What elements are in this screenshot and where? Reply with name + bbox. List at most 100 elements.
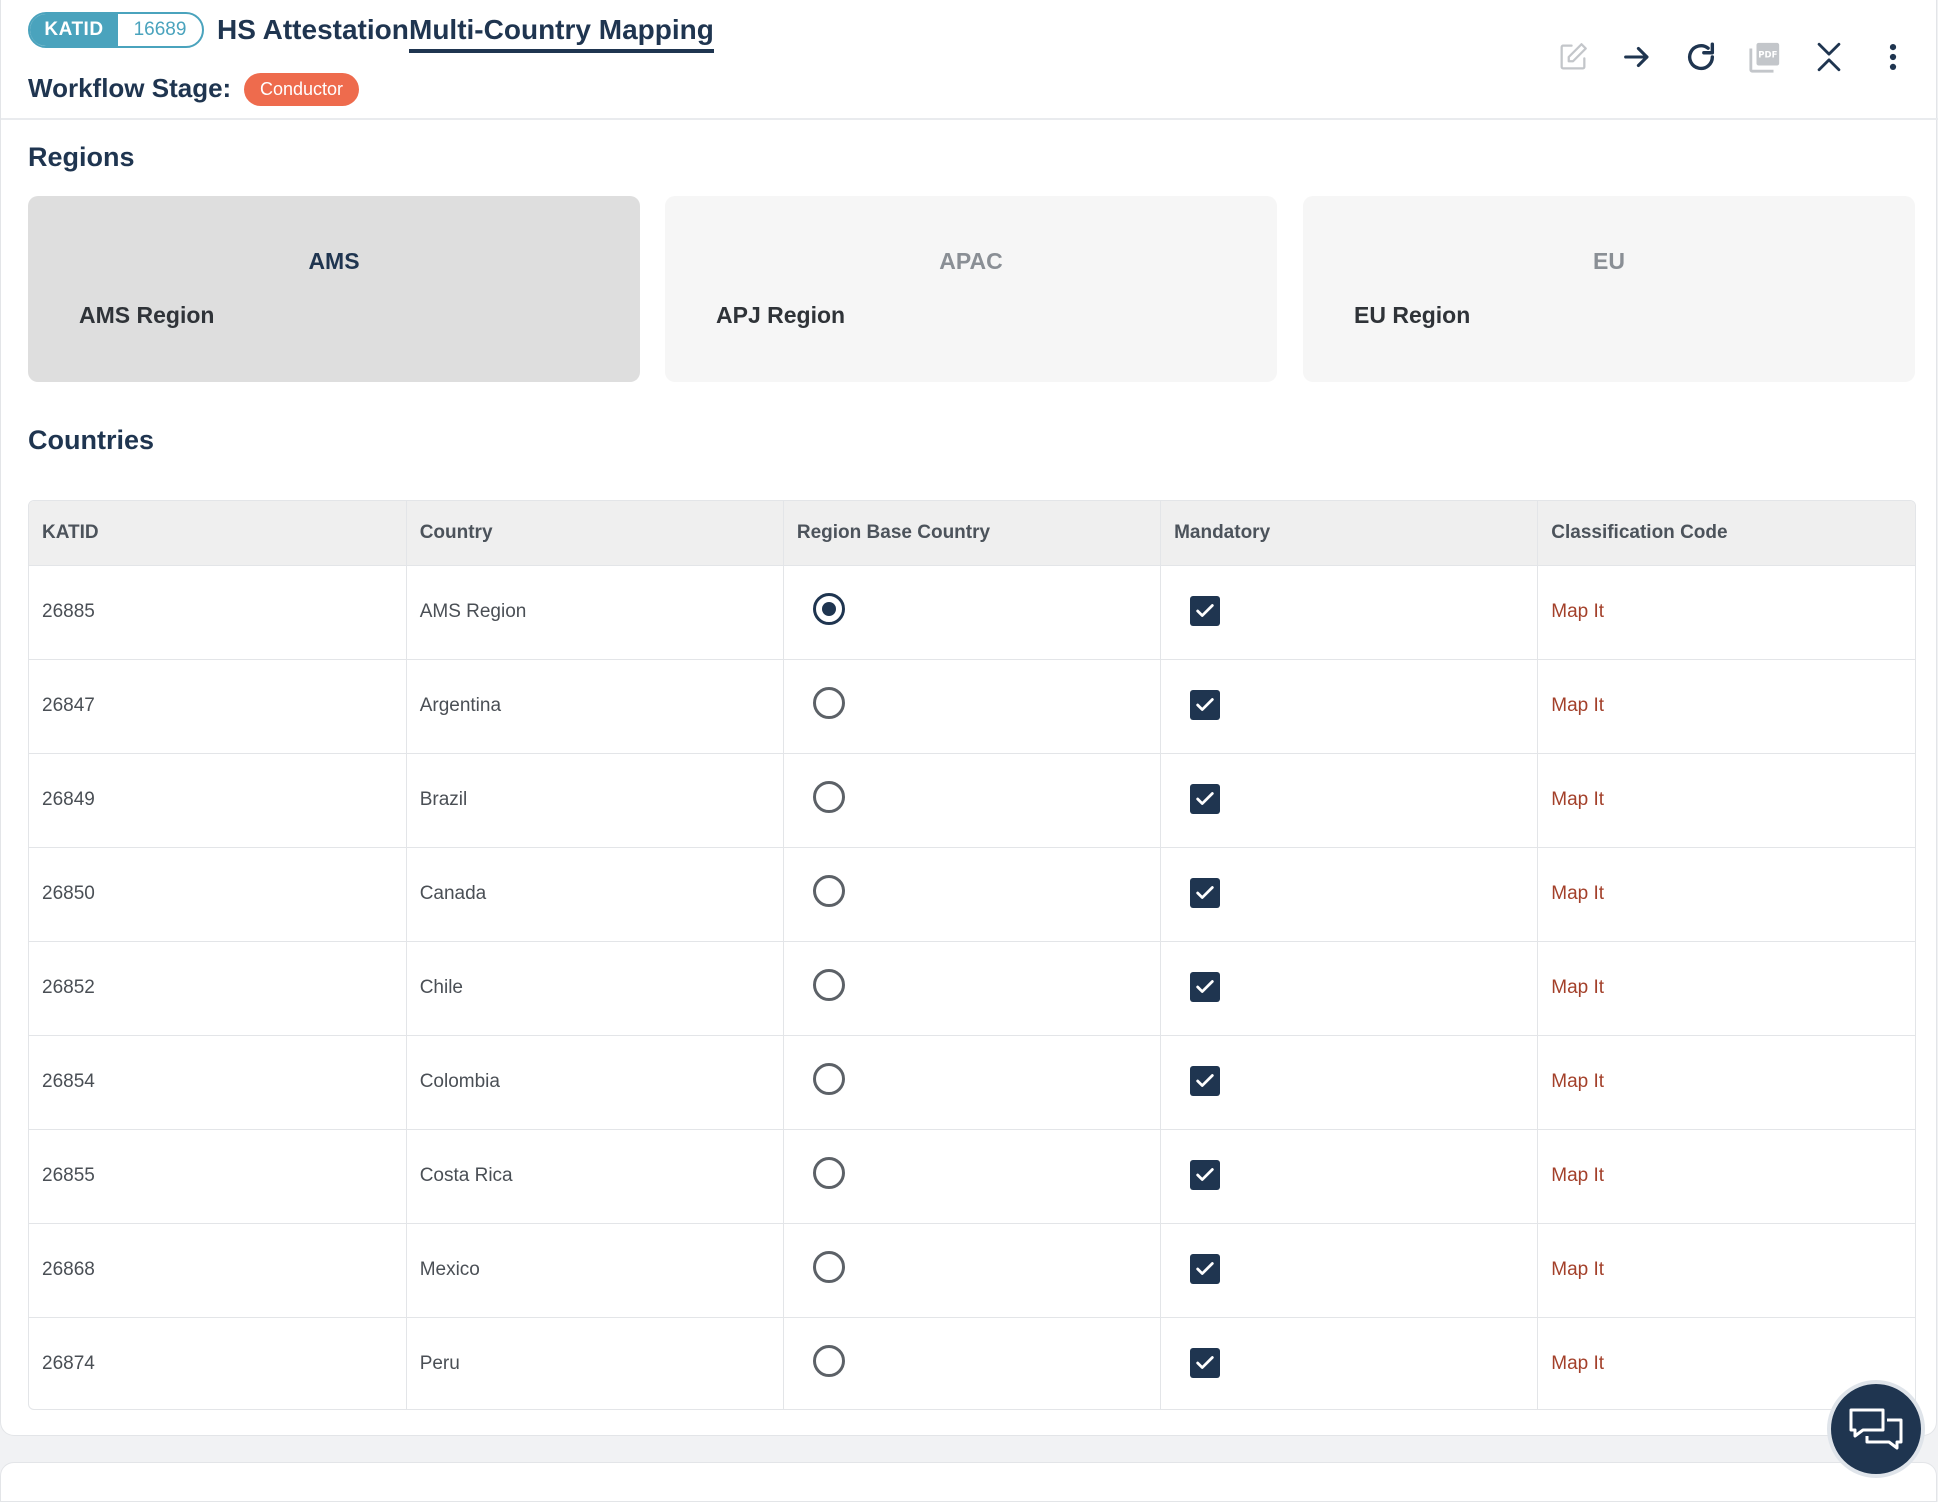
checkmark-icon bbox=[1196, 792, 1214, 805]
toolbar: PDF bbox=[1554, 38, 1912, 76]
cell-country: Mexico bbox=[406, 1223, 784, 1318]
katid-badge-value: 16689 bbox=[133, 19, 187, 40]
region-card-eu[interactable]: EU EU Region bbox=[1303, 196, 1915, 382]
refresh-icon[interactable] bbox=[1682, 38, 1720, 76]
region-name: EU Region bbox=[1354, 302, 1471, 328]
region-base-radio[interactable] bbox=[812, 1345, 845, 1378]
table-row: 26855 Costa Rica Map It bbox=[29, 1129, 1915, 1224]
column-header-country[interactable]: Country bbox=[406, 501, 784, 566]
countries-table: KATID Country Region Base Country Mandat… bbox=[28, 500, 1916, 1410]
cell-country: Colombia bbox=[406, 1035, 784, 1130]
table-row: 26847 Argentina Map It bbox=[29, 659, 1915, 754]
map-it-link[interactable]: Map It bbox=[1551, 789, 1605, 810]
cell-country: Costa Rica bbox=[406, 1129, 784, 1224]
secondary-panel bbox=[0, 1462, 1937, 1502]
table-row: 26852 Chile Map It bbox=[29, 941, 1915, 1036]
cell-katid: 26852 bbox=[29, 941, 407, 1036]
map-it-link[interactable]: Map It bbox=[1551, 977, 1605, 998]
column-header-region-base-country[interactable]: Region Base Country bbox=[783, 501, 1162, 566]
checkmark-icon bbox=[1196, 1262, 1214, 1275]
table-header-row: KATID Country Region Base Country Mandat… bbox=[29, 501, 1915, 566]
chat-button[interactable] bbox=[1827, 1380, 1925, 1478]
mandatory-checkbox-checked[interactable] bbox=[1190, 690, 1221, 720]
checkmark-icon bbox=[1196, 1074, 1214, 1087]
column-header-mandatory[interactable]: Mandatory bbox=[1160, 501, 1539, 566]
mandatory-checkbox-checked[interactable] bbox=[1190, 1348, 1221, 1379]
region-base-radio[interactable] bbox=[812, 1157, 845, 1189]
mandatory-checkbox-checked[interactable] bbox=[1190, 1066, 1221, 1096]
cell-katid: 26854 bbox=[29, 1035, 407, 1130]
region-base-radio[interactable] bbox=[812, 1063, 845, 1095]
checkmark-icon bbox=[1196, 698, 1214, 711]
table-row: 26854 Colombia Map It bbox=[29, 1035, 1915, 1130]
page-subtitle-tab[interactable]: Multi-Country Mapping bbox=[409, 14, 714, 53]
region-base-radio[interactable] bbox=[812, 875, 845, 907]
checkmark-icon bbox=[1196, 1356, 1214, 1370]
collapse-icon[interactable] bbox=[1810, 38, 1848, 76]
edit-icon[interactable] bbox=[1554, 38, 1592, 76]
pdf-icon[interactable]: PDF bbox=[1746, 38, 1784, 76]
regions-heading: Regions bbox=[28, 142, 135, 172]
column-header-classification-code[interactable]: Classification Code bbox=[1537, 501, 1915, 566]
table-row: 26849 Brazil Map It bbox=[29, 753, 1915, 848]
map-it-link[interactable]: Map It bbox=[1551, 601, 1605, 622]
cell-country: Argentina bbox=[406, 659, 784, 754]
map-it-link[interactable]: Map It bbox=[1551, 1259, 1605, 1280]
region-name: AMS Region bbox=[79, 302, 215, 328]
region-base-radio-selected[interactable] bbox=[812, 593, 845, 625]
svg-text:PDF: PDF bbox=[1758, 51, 1777, 61]
arrow-right-icon[interactable] bbox=[1618, 38, 1656, 76]
cell-katid: 26849 bbox=[29, 753, 407, 848]
region-card-apac[interactable]: APAC APJ Region bbox=[665, 196, 1277, 382]
page-header: KATID 16689 HS Attestation Multi-Country… bbox=[1, 0, 1938, 120]
region-base-radio[interactable] bbox=[812, 687, 845, 719]
table-row: 26868 Mexico Map It bbox=[29, 1223, 1915, 1318]
cell-country: Chile bbox=[406, 941, 784, 1036]
cell-country: AMS Region bbox=[406, 565, 784, 660]
cell-katid: 26850 bbox=[29, 847, 407, 942]
region-name: APJ Region bbox=[716, 302, 846, 328]
mandatory-checkbox-checked[interactable] bbox=[1190, 596, 1221, 626]
mandatory-checkbox-checked[interactable] bbox=[1190, 878, 1221, 908]
map-it-link[interactable]: Map It bbox=[1551, 1353, 1605, 1375]
region-code: AMS bbox=[308, 248, 360, 274]
checkmark-icon bbox=[1196, 604, 1214, 617]
mandatory-checkbox-checked[interactable] bbox=[1190, 784, 1221, 814]
checkmark-icon bbox=[1196, 980, 1214, 993]
cell-katid: 26874 bbox=[29, 1317, 407, 1409]
cell-country: Brazil bbox=[406, 753, 784, 848]
workflow-stage-badge: Conductor bbox=[244, 73, 360, 106]
region-base-radio[interactable] bbox=[812, 1251, 845, 1283]
region-base-radio[interactable] bbox=[812, 969, 845, 1001]
map-it-link[interactable]: Map It bbox=[1551, 695, 1605, 716]
mandatory-checkbox-checked[interactable] bbox=[1190, 972, 1221, 1002]
map-it-link[interactable]: Map It bbox=[1551, 883, 1605, 904]
cell-katid: 26885 bbox=[29, 565, 407, 660]
column-header-katid[interactable]: KATID bbox=[29, 501, 407, 566]
map-it-link[interactable]: Map It bbox=[1551, 1165, 1605, 1186]
region-code: EU bbox=[1593, 248, 1625, 274]
table-row: 26874 Peru Map It bbox=[29, 1317, 1915, 1409]
countries-heading: Countries bbox=[28, 425, 155, 455]
region-base-radio[interactable] bbox=[812, 781, 845, 813]
chat-icon bbox=[1849, 1408, 1903, 1450]
cell-katid: 26855 bbox=[29, 1129, 407, 1224]
mandatory-checkbox-checked[interactable] bbox=[1190, 1160, 1221, 1190]
checkmark-icon bbox=[1196, 1168, 1214, 1181]
map-it-link[interactable]: Map It bbox=[1551, 1071, 1605, 1092]
workflow-stage-label: Workflow Stage: bbox=[28, 73, 232, 103]
katid-badge-label: KATID bbox=[30, 14, 118, 46]
table-row: 26850 Canada Map It bbox=[29, 847, 1915, 942]
table-row: 26885 AMS Region Map It bbox=[29, 565, 1915, 660]
main-panel: KATID 16689 HS Attestation Multi-Country… bbox=[0, 0, 1938, 1436]
cell-katid: 26847 bbox=[29, 659, 407, 754]
more-vertical-icon[interactable] bbox=[1874, 38, 1912, 76]
page-title: HS Attestation bbox=[217, 14, 409, 45]
mandatory-checkbox-checked[interactable] bbox=[1190, 1254, 1221, 1284]
katid-badge: KATID 16689 bbox=[28, 12, 204, 48]
cell-country: Peru bbox=[406, 1317, 784, 1409]
checkmark-icon bbox=[1196, 886, 1214, 899]
region-code: APAC bbox=[939, 248, 1003, 274]
cell-katid: 26868 bbox=[29, 1223, 407, 1318]
region-card-ams[interactable]: AMS AMS Region bbox=[28, 196, 640, 382]
